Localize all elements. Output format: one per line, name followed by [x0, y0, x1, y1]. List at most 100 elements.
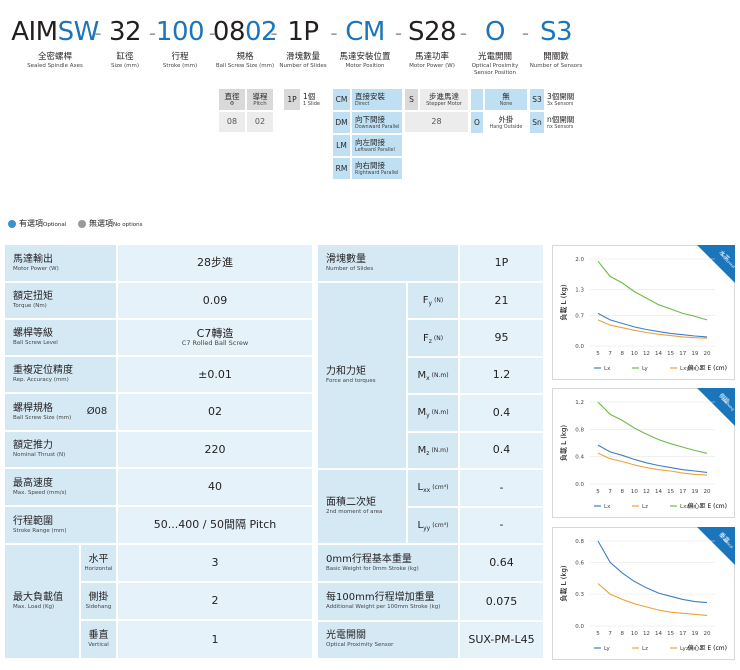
x-tick-label: 7 — [608, 631, 612, 637]
label-zh: 0mm行程基本重量 — [326, 553, 412, 565]
label-zh: CM — [335, 94, 348, 104]
label-en: Direct — [355, 101, 370, 107]
label-en: nx Sensors — [547, 124, 574, 130]
label-zh: 步進馬達 — [429, 91, 459, 101]
label-en: Ball Screw Size (mm) — [13, 414, 72, 421]
option-text: 直接安裝 Direct — [352, 89, 402, 110]
spec-value: 50...400 / 50間隔 Pitch — [118, 507, 312, 543]
label-zh: 重複定位精度 — [13, 365, 73, 376]
label-zh: 開關數 — [543, 52, 569, 62]
code-part: 1P — [287, 17, 319, 47]
label-zh: 滑塊數量 — [326, 253, 366, 265]
option-text: 外掛 Hang Outside — [485, 112, 527, 133]
label-en: Number of Slides — [279, 63, 327, 69]
label-en: Number of Slides — [326, 265, 374, 272]
label-en: 3x Sensors — [547, 101, 574, 107]
label-en: Hang Outside — [489, 124, 523, 130]
option-text: 向右間接 Rightward Parallel — [352, 158, 402, 179]
option-text: 無 None — [485, 89, 527, 110]
label-zh: 額定推力 — [13, 440, 53, 451]
spec-label: 馬達輸出 Motor Power (W) — [5, 245, 116, 281]
model-label: 開關數 Number of Sensors — [526, 52, 586, 78]
x-tick-label: 12 — [643, 489, 650, 495]
separator: - — [459, 21, 468, 45]
spec-value: 0.64 — [460, 545, 543, 582]
label-en: Stepper Motor — [426, 100, 462, 107]
label-en: Horizontal — [84, 565, 113, 572]
badge — [697, 245, 735, 283]
x-tick-label: 5 — [596, 351, 600, 357]
label-zh: 無 — [502, 91, 510, 101]
label-zh: SUX-PM-L45 — [468, 632, 535, 646]
spec-value: 21 — [460, 283, 543, 319]
code-part: 02 — [245, 17, 278, 47]
label-zh: 0.64 — [489, 556, 514, 570]
x-tick-label: 19 — [691, 631, 698, 637]
symbol: M — [417, 407, 427, 419]
model-code: 1P — [287, 16, 319, 48]
data-line — [597, 260, 708, 321]
label-en: Stroke Range (mm) — [13, 527, 67, 534]
separator: - — [94, 21, 102, 45]
option-code: O — [471, 112, 483, 133]
code-part: CM — [345, 17, 385, 47]
subscript: xx — [423, 487, 431, 495]
subscript: y — [428, 300, 433, 308]
y-tick-label: 0.6 — [575, 560, 584, 566]
x-tick-label: 19 — [691, 351, 698, 357]
label-en: Nominal Thrust (N) — [13, 452, 66, 458]
subscript: z — [426, 449, 430, 457]
label-zh: 馬達輸出 — [13, 253, 53, 265]
y-tick-label: 0.0 — [575, 482, 584, 488]
legend-label: Lz — [642, 504, 648, 510]
spec-label: 滑塊數量 Number of Slides — [318, 245, 458, 281]
label-en: Vertical — [88, 642, 109, 648]
x-tick-label: 5 — [596, 631, 600, 637]
x-tick-label: 20 — [704, 631, 711, 637]
spec-label: 光電開關 Optical Proximity Sensor — [318, 621, 458, 659]
legend-dot — [78, 220, 86, 228]
spec-value: SUX-PM-L45 — [460, 621, 543, 659]
label-zh: 額定扭矩 — [13, 291, 53, 302]
option-value: 28 — [405, 112, 468, 132]
y-axis-label: 負載 L (kg) — [559, 425, 568, 462]
legend-label: Lx — [604, 504, 611, 510]
model-label: 馬達安裝位置 Motor Position — [335, 52, 395, 78]
label-zh: 08 — [226, 117, 238, 126]
data-line — [597, 452, 708, 476]
spec-value: 28步進 — [118, 245, 312, 281]
label-en: Optical Proximity Sensor — [326, 642, 394, 649]
label-zh: 側掛 — [88, 591, 109, 603]
label-en: Leftward Parallel — [355, 147, 395, 153]
spec-label: 0mm行程基本重量 Basic Weight for 0mm Stroke (kg… — [318, 545, 458, 582]
label-zh: 馬達功率 — [414, 52, 449, 62]
option-text: 步進馬達 Stepper Motor — [420, 89, 468, 110]
label-zh: 1P — [287, 94, 297, 104]
spec-value: 0.09 — [118, 283, 312, 318]
spec-label: 額定推力 Nominal Thrust (N) — [5, 432, 116, 467]
label-en: 2nd moment of area — [326, 509, 383, 515]
option-text: 向下間接 Downward Parallel — [352, 112, 402, 133]
model-code: S28 — [408, 16, 457, 48]
legend-text: 有選項Optional — [19, 218, 79, 230]
x-tick-label: 14 — [655, 351, 662, 357]
y-axis-label: 負載 L (kg) — [559, 565, 568, 602]
label-zh: 1P — [494, 256, 509, 269]
label-zh: C7轉造 — [196, 327, 234, 340]
label-zh: 光電開關 — [326, 630, 366, 642]
model-label: 行程 Stroke (mm) — [150, 52, 210, 78]
label-zh: 外掛 — [498, 114, 514, 124]
data-line — [597, 319, 708, 339]
y-tick-label: 0.7 — [575, 314, 584, 320]
label-zh: 螺桿等級 — [13, 328, 53, 339]
symbol: F — [422, 332, 429, 344]
legend-dot — [8, 220, 16, 228]
code-part: O — [485, 17, 505, 47]
symbol: M — [417, 369, 427, 381]
spec-value: 1P — [460, 245, 543, 281]
